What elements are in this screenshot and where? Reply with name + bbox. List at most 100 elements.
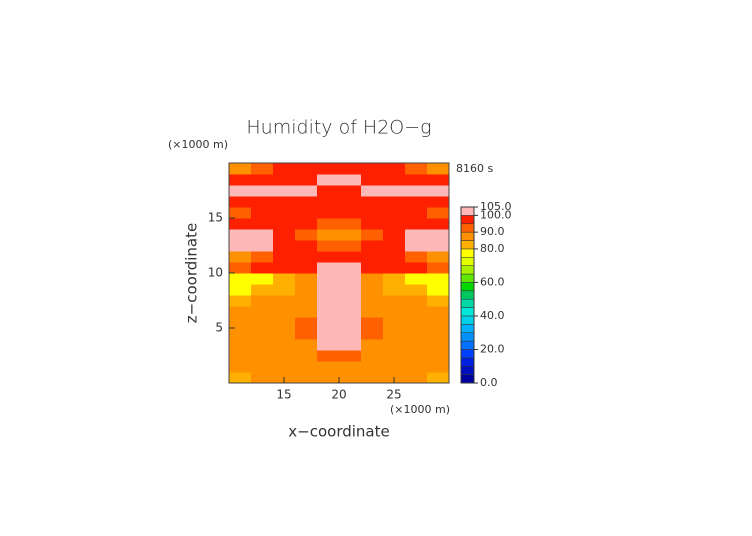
contour-cell xyxy=(405,328,428,340)
contour-cell xyxy=(405,273,428,285)
contour-cell xyxy=(251,251,274,263)
contour-cell xyxy=(361,163,384,175)
contour-cell xyxy=(295,372,318,384)
contour-cell xyxy=(295,218,318,230)
contour-cell xyxy=(229,174,252,186)
colorbar-bin xyxy=(460,240,475,250)
contour-cell xyxy=(295,251,318,263)
colorbar-bin xyxy=(460,223,475,233)
contour-cell xyxy=(229,295,252,307)
contour-cell xyxy=(427,339,450,351)
contour-cell xyxy=(295,163,318,175)
contour-cell xyxy=(229,273,252,285)
contour-field xyxy=(229,163,450,384)
contour-cell xyxy=(361,339,384,351)
contour-cell xyxy=(295,207,318,219)
contour-cell xyxy=(339,262,362,274)
x-unit: (×1000 m) xyxy=(390,403,450,416)
contour-cell xyxy=(339,207,362,219)
contour-cell xyxy=(383,273,406,285)
contour-cell xyxy=(273,295,296,307)
y-tick-label: 15 xyxy=(208,211,223,225)
contour-cell xyxy=(317,350,340,362)
contour-cell xyxy=(383,207,406,219)
contour-cell xyxy=(405,185,428,197)
time-label: 8160 s xyxy=(456,162,493,175)
contour-cell xyxy=(361,328,384,340)
contour-cell xyxy=(405,361,428,373)
contour-cell xyxy=(405,284,428,296)
contour-cell xyxy=(405,251,428,263)
contour-cell xyxy=(273,328,296,340)
contour-cell xyxy=(229,328,252,340)
contour-cell xyxy=(273,317,296,329)
contour-cell xyxy=(229,207,252,219)
colorbar-bin xyxy=(460,307,475,317)
contour-cell xyxy=(361,251,384,263)
contour-cell xyxy=(251,361,274,373)
contour-cell xyxy=(405,163,428,175)
contour-cell xyxy=(273,185,296,197)
contour-cell xyxy=(383,350,406,362)
contour-cell xyxy=(251,207,274,219)
contour-cell xyxy=(229,251,252,263)
contour-cell xyxy=(383,218,406,230)
colorbar-tick-label: 90.0 xyxy=(480,225,505,238)
contour-cell xyxy=(361,372,384,384)
contour-cell xyxy=(317,185,340,197)
colorbar-bin xyxy=(460,374,475,384)
contour-cell xyxy=(273,163,296,175)
contour-cell xyxy=(361,262,384,274)
y-tick-label: 10 xyxy=(208,266,223,280)
contour-cell xyxy=(383,196,406,208)
contour-cell xyxy=(295,174,318,186)
contour-cell xyxy=(251,328,274,340)
contour-cell xyxy=(427,295,450,307)
colorbar-tick-label: 105.0 xyxy=(480,200,512,213)
contour-cell xyxy=(273,207,296,219)
contour-cell xyxy=(361,218,384,230)
contour-cell xyxy=(427,328,450,340)
colorbar-bin xyxy=(460,282,475,292)
contour-cell xyxy=(273,284,296,296)
contour-cell xyxy=(383,229,406,241)
y-unit: (×1000 m) xyxy=(168,138,228,151)
contour-cell xyxy=(427,207,450,219)
contour-cell xyxy=(229,262,252,274)
contour-cell xyxy=(405,306,428,318)
contour-cell xyxy=(273,196,296,208)
contour-cell xyxy=(361,207,384,219)
contour-cell xyxy=(427,361,450,373)
contour-cell xyxy=(339,218,362,230)
contour-cell xyxy=(383,185,406,197)
colorbar-bin xyxy=(460,290,475,300)
contour-cell xyxy=(317,339,340,351)
contour-cell xyxy=(317,229,340,241)
contour-cell xyxy=(361,284,384,296)
contour-cell xyxy=(273,240,296,252)
contour-cell xyxy=(405,196,428,208)
contour-cell xyxy=(405,174,428,186)
contour-cell xyxy=(339,372,362,384)
contour-cell xyxy=(361,361,384,373)
contour-cell xyxy=(251,185,274,197)
contour-cell xyxy=(405,207,428,219)
contour-cell xyxy=(339,229,362,241)
contour-cell xyxy=(273,350,296,362)
contour-cell xyxy=(339,196,362,208)
contour-cell xyxy=(273,273,296,285)
colorbar-bin xyxy=(460,206,475,216)
contour-cell xyxy=(317,174,340,186)
contour-cell xyxy=(339,317,362,329)
contour-cell xyxy=(339,350,362,362)
contour-cell xyxy=(317,207,340,219)
contour-cell xyxy=(251,262,274,274)
contour-cell xyxy=(383,284,406,296)
contour-cell xyxy=(295,339,318,351)
contour-cell xyxy=(427,372,450,384)
colorbar-tick-label: 20.0 xyxy=(480,342,505,355)
colorbar-tick-label: 60.0 xyxy=(480,275,505,288)
contour-cell xyxy=(383,163,406,175)
contour-cell xyxy=(383,295,406,307)
contour-cell xyxy=(339,328,362,340)
